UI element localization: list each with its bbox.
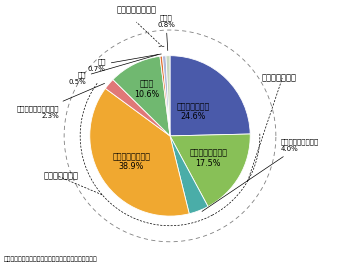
Text: 現地（その他の企業）
2.3%: 現地（その他の企業） 2.3% [17,83,105,119]
Text: アジア
10.6%: アジア 10.6% [134,79,159,99]
Wedge shape [170,134,250,206]
Text: 現地からの調達: 現地からの調達 [43,171,78,180]
Text: 日本からの調達: 日本からの調達 [262,74,297,83]
Text: 資料：経済産業省「海外事業活動基本調査」から作成。: 資料：経済産業省「海外事業活動基本調査」から作成。 [3,256,97,262]
Text: 日本（親会社）
24.6%: 日本（親会社） 24.6% [177,102,210,122]
Wedge shape [170,56,250,136]
Wedge shape [105,80,170,136]
Wedge shape [160,56,170,136]
Wedge shape [166,56,170,136]
Wedge shape [90,88,189,216]
Wedge shape [163,56,170,136]
Text: 現地（地場企業）
38.9%: 現地（地場企業） 38.9% [112,152,150,171]
Text: 北米
0.5%: 北米 0.5% [68,54,158,85]
Text: 欧州
0.7%: 欧州 0.7% [88,54,161,72]
Text: 現地（日系企業）
17.5%: 現地（日系企業） 17.5% [189,148,227,168]
Text: 日本（その他企業）
4.0%: 日本（その他企業） 4.0% [202,139,319,211]
Wedge shape [113,56,170,136]
Wedge shape [170,136,208,214]
Text: 第三国からの調達: 第三国からの調達 [116,5,156,14]
Text: その他
0.8%: その他 0.8% [157,14,175,50]
